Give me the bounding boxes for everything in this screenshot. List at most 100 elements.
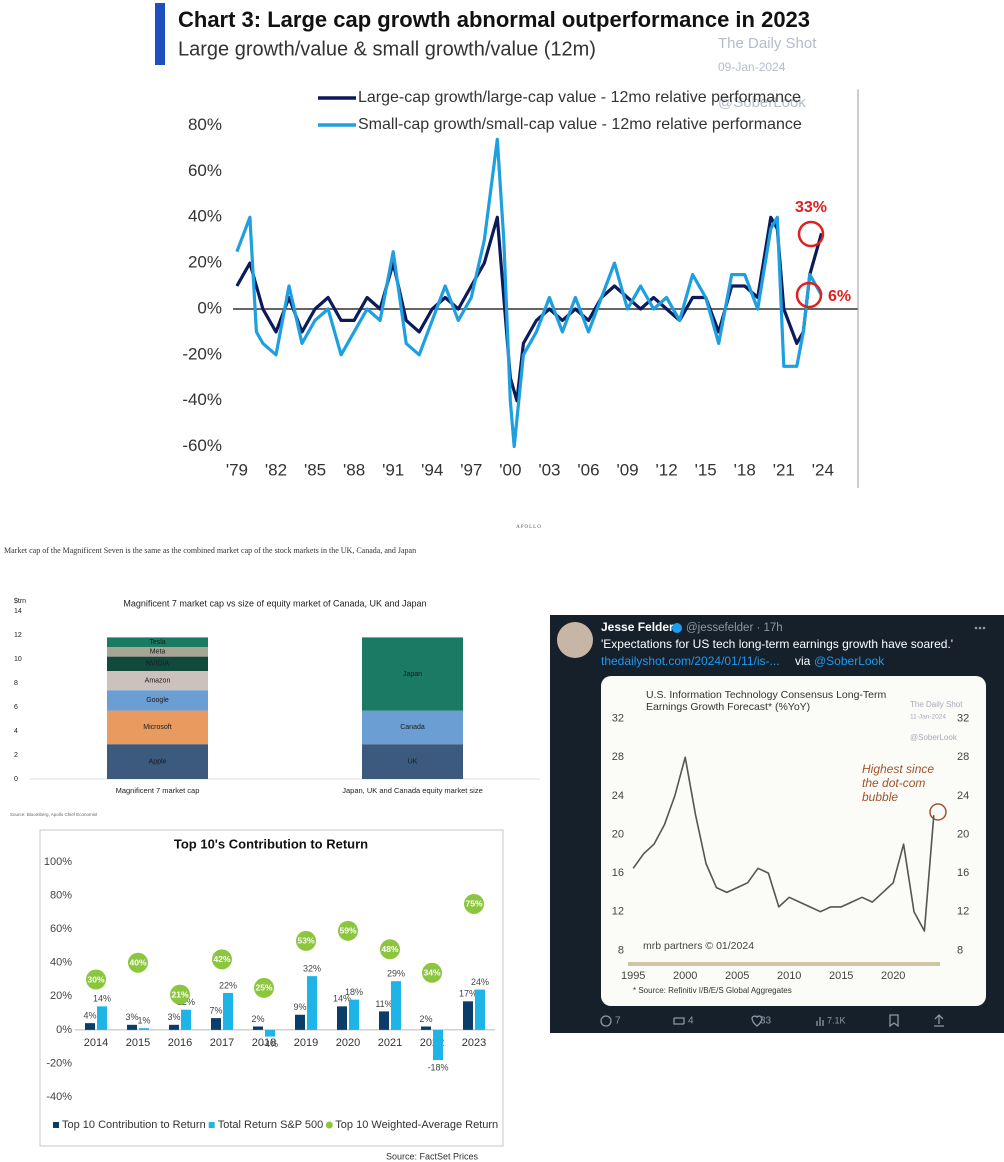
segment-label: NVIDIA: [146, 661, 170, 668]
segment-label: Apple: [149, 758, 167, 765]
bookmark-icon[interactable]: [889, 1014, 899, 1028]
x-tick-label: '94: [421, 460, 443, 479]
bar: [349, 999, 359, 1030]
bar-segment: [107, 671, 208, 691]
y-tick-label: 0: [14, 776, 18, 783]
value-label: 18%: [345, 987, 363, 997]
verified-icon: [672, 623, 682, 633]
y-tick-label: 60%: [188, 161, 222, 180]
bar: [97, 1006, 107, 1030]
bar: [421, 1026, 431, 1030]
y-tick-label: 16: [612, 867, 624, 879]
dot: [212, 949, 232, 970]
bar: [295, 1014, 305, 1030]
legend-swatch: [208, 1122, 215, 1128]
value-label: 11%: [375, 999, 392, 1009]
bar: [463, 1001, 473, 1030]
bar: [169, 1024, 179, 1030]
tweet-link[interactable]: thedailyshot.com/2024/01/11/is-...: [601, 654, 780, 668]
like-icon[interactable]: [751, 1015, 763, 1027]
share-icon[interactable]: [934, 1014, 944, 1027]
tweet-text: 'Expectations for US tech long-term earn…: [601, 637, 953, 651]
series-line: [235, 137, 823, 449]
x-tick-label: 2010: [777, 970, 801, 982]
source: * Source: Refinitiv I/B/E/S Global Aggre…: [633, 986, 792, 995]
legend-swatch: [53, 1122, 59, 1128]
y-tick-label: 4: [14, 728, 18, 735]
tweet-mention[interactable]: @SoberLook: [814, 654, 885, 668]
views-icon[interactable]: [816, 1017, 824, 1026]
tweet-handle: @jessefelder · 17h: [686, 622, 783, 634]
more-icon[interactable]: [974, 626, 986, 630]
y-tick-label: 80%: [50, 889, 72, 901]
dot: [296, 930, 316, 951]
watermark: The Daily Shot: [718, 35, 817, 52]
series-line: [235, 215, 824, 403]
bar: [253, 1026, 263, 1030]
bar: [211, 1018, 221, 1030]
tweet-author: Jesse Felder: [601, 620, 674, 634]
value-label: 32%: [303, 964, 321, 974]
x-tick-label: 2020: [336, 1037, 360, 1049]
watermark: @SoberLook: [718, 94, 806, 111]
x-tick-label: 2005: [725, 970, 749, 982]
x-tick-label: 2019: [294, 1037, 318, 1049]
y2-tick-label: 32: [957, 713, 969, 725]
bar: [139, 1028, 149, 1030]
watermark: @SoberLook: [910, 733, 958, 742]
x-tick-label: '03: [538, 460, 560, 479]
y-tick-label: 40%: [188, 207, 222, 226]
bar: [85, 1023, 95, 1030]
bar: [379, 1011, 389, 1030]
y2-tick-label: 28: [957, 751, 969, 763]
y-tick-label: 32: [612, 713, 624, 725]
value-label: 1%: [137, 1016, 150, 1026]
bar-segment: [362, 710, 463, 745]
value-label: 7%: [209, 1005, 222, 1015]
y-tick-label: 24: [612, 790, 624, 802]
x-tick-label: '15: [695, 460, 717, 479]
y-tick-label: 100%: [44, 856, 72, 868]
chart-title: U.S. Information Technology Consensus Lo…: [646, 689, 886, 713]
chart-title: Chart 3: Large cap growth abnormal outpe…: [178, 7, 810, 32]
x-tick-label: 2020: [881, 970, 905, 982]
x-tick-label: Magnificent 7 market cap: [116, 786, 200, 795]
x-tick-label: 2014: [84, 1037, 108, 1049]
y-tick-label: -20%: [46, 1057, 72, 1069]
apollo-label: APOLLO: [516, 525, 542, 530]
legend-label: Total Return S&P 500: [218, 1119, 324, 1131]
y2-tick-label: 12: [957, 906, 969, 918]
chart-title: Top 10's Contribution to Return: [174, 836, 368, 851]
bar-segment: [107, 744, 208, 779]
x-tick-label: 2023: [462, 1037, 486, 1049]
y-tick-label: 12: [612, 906, 624, 918]
value-label: 29%: [387, 969, 405, 979]
chart-frame: [39, 829, 504, 1147]
value-label: 14%: [333, 994, 351, 1004]
y-tick-label: -40%: [182, 390, 222, 409]
annotation: 6%: [828, 288, 851, 305]
watermark: 11-Jan-2024: [910, 714, 946, 721]
annotation: 33%: [795, 199, 827, 216]
retweet-icon[interactable]: [673, 1017, 685, 1025]
y-tick-label: 60%: [50, 923, 72, 935]
x-tick-label: 2015: [126, 1037, 150, 1049]
value-label: -18%: [427, 1062, 448, 1072]
x-tick-label: '24: [812, 460, 834, 479]
x-tick-label: '18: [734, 460, 756, 479]
segment-label: Microsoft: [143, 724, 171, 731]
y-tick-label: 14: [14, 608, 22, 615]
bar: [181, 1009, 191, 1030]
dot: [380, 939, 400, 960]
segment-label: Google: [146, 697, 169, 704]
value-label: 2%: [419, 1014, 432, 1024]
dot: [170, 984, 190, 1005]
tweet-image: [601, 676, 986, 1006]
dot: [128, 952, 148, 973]
bar-segment: [362, 744, 463, 779]
y-tick-label: 20%: [50, 990, 72, 1002]
dot: [254, 977, 274, 998]
x-tick-label: 1995: [621, 970, 645, 982]
reply-icon[interactable]: [600, 1015, 612, 1027]
value-label: 25%: [255, 983, 272, 993]
